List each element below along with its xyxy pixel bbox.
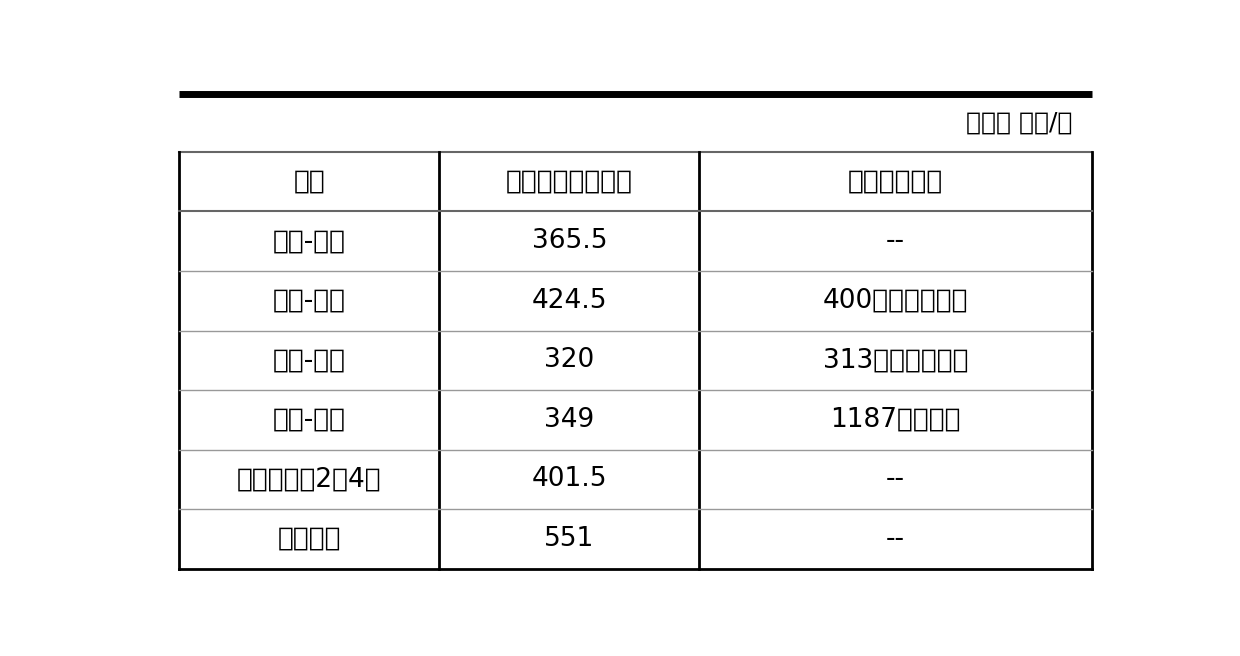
Text: 单位： 公斤/亩: 单位： 公斤/亩 [966, 111, 1073, 135]
Text: 间作植物产量: 间作植物产量 [848, 169, 944, 195]
Text: 常规种植: 常规种植 [278, 526, 341, 552]
Text: 551: 551 [544, 526, 594, 552]
Text: --: -- [887, 526, 905, 552]
Text: 365.5: 365.5 [532, 228, 608, 255]
Text: 320: 320 [544, 347, 594, 373]
Text: 313（带夹鲜重）: 313（带夹鲜重） [823, 347, 968, 373]
Text: 处理: 处理 [293, 169, 325, 195]
Text: 玉米产量（千重）: 玉米产量（千重） [506, 169, 632, 195]
Text: 玉米-花生: 玉米-花生 [273, 288, 346, 314]
Text: 玉米-红薯: 玉米-红薯 [273, 407, 346, 433]
Text: 传统间作（2：4）: 传统间作（2：4） [237, 466, 382, 493]
Text: 1187（鲜重）: 1187（鲜重） [831, 407, 961, 433]
Text: 401.5: 401.5 [532, 466, 608, 493]
Text: 玉米-谷子: 玉米-谷子 [273, 228, 346, 255]
Text: --: -- [887, 228, 905, 255]
Text: 349: 349 [544, 407, 594, 433]
Text: 玉米-大豆: 玉米-大豆 [273, 347, 346, 373]
Text: 400（带壳鲜重）: 400（带壳鲜重） [823, 288, 968, 314]
Text: --: -- [887, 466, 905, 493]
Text: 424.5: 424.5 [532, 288, 608, 314]
